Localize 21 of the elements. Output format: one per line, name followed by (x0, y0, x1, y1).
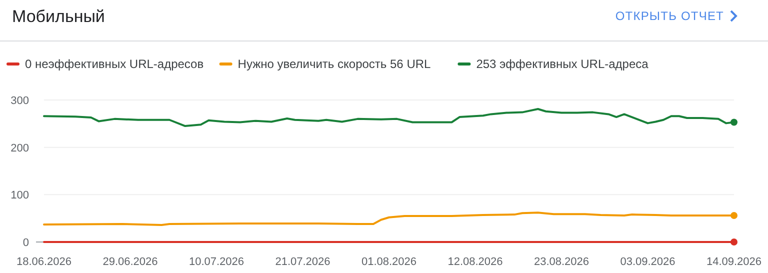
x-tick-label: 10.07.2026 (188, 256, 244, 268)
x-tick-label: 21.07.2026 (275, 256, 330, 268)
y-tick-label: 100 (10, 190, 29, 202)
y-tick-label: 300 (10, 95, 29, 107)
legend-label: 0 неэффективных URL-адресов (25, 57, 204, 71)
x-tick-label: 03.09.2026 (620, 256, 676, 268)
x-tick-label: 29.06.2026 (102, 256, 158, 268)
text: ОТКРЫТЬ ОТЧЕТ (615, 9, 724, 23)
y-tick-label: 0 (22, 237, 29, 249)
chart-title: Мобильный (12, 7, 105, 26)
x-tick-label: 14.09.2026 (706, 256, 762, 268)
x-tick-label: 01.08.2026 (361, 256, 417, 268)
point (730, 118, 738, 126)
x-tick-label: 23.08.2026 (534, 256, 590, 268)
x-tick-label: 18.06.2026 (16, 256, 72, 268)
legend-label: Нужно увеличить скорость 56 URL (238, 57, 432, 71)
legend-label: 253 эффективных URL-адреса (476, 57, 649, 71)
x-tick-label: 12.08.2026 (448, 256, 503, 268)
point (730, 212, 738, 219)
point (730, 238, 738, 246)
y-tick-label: 200 (10, 142, 29, 154)
